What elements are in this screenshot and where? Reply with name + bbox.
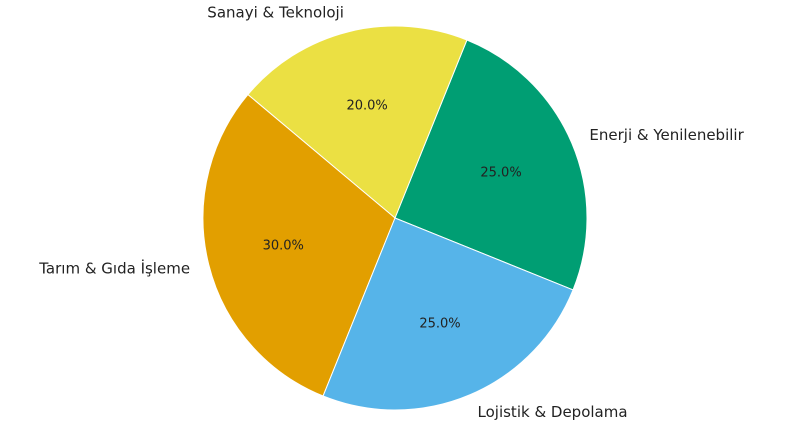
pie-slice	[247, 25, 468, 219]
category-label: Lojistik & Depolama	[478, 403, 628, 421]
value-label: 25.0%	[480, 165, 521, 180]
category-label: Enerji & Yenilenebilir	[589, 126, 744, 144]
pie-slice	[322, 217, 574, 411]
pie-slice	[202, 93, 396, 397]
category-label: Tarım & Gıda İşleme	[38, 259, 190, 278]
value-label: 30.0%	[263, 238, 304, 253]
value-label: 25.0%	[419, 317, 460, 332]
value-label: 20.0%	[346, 99, 387, 114]
category-label: Sanayi & Teknoloji	[207, 4, 344, 22]
pie-slice	[394, 39, 588, 291]
